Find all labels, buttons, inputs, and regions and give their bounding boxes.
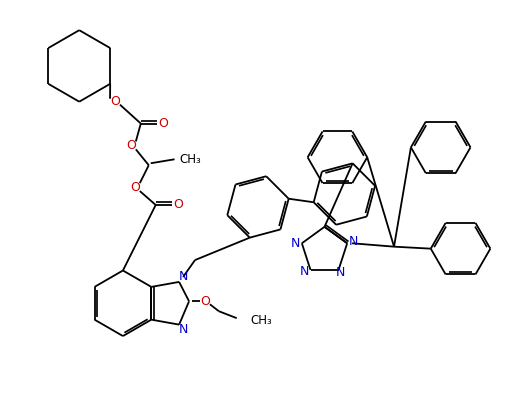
Text: O: O [110, 95, 120, 108]
Text: O: O [159, 117, 168, 130]
Text: N: N [178, 323, 188, 336]
Text: O: O [200, 295, 210, 308]
Text: O: O [174, 198, 183, 211]
Text: N: N [349, 235, 358, 248]
Text: CH₃: CH₃ [250, 314, 272, 327]
Text: CH₃: CH₃ [180, 153, 201, 166]
Text: N: N [300, 265, 309, 279]
Text: O: O [130, 181, 140, 194]
Text: N: N [178, 271, 188, 283]
Text: N: N [291, 237, 301, 250]
Text: O: O [126, 139, 136, 152]
Text: N: N [336, 267, 345, 279]
